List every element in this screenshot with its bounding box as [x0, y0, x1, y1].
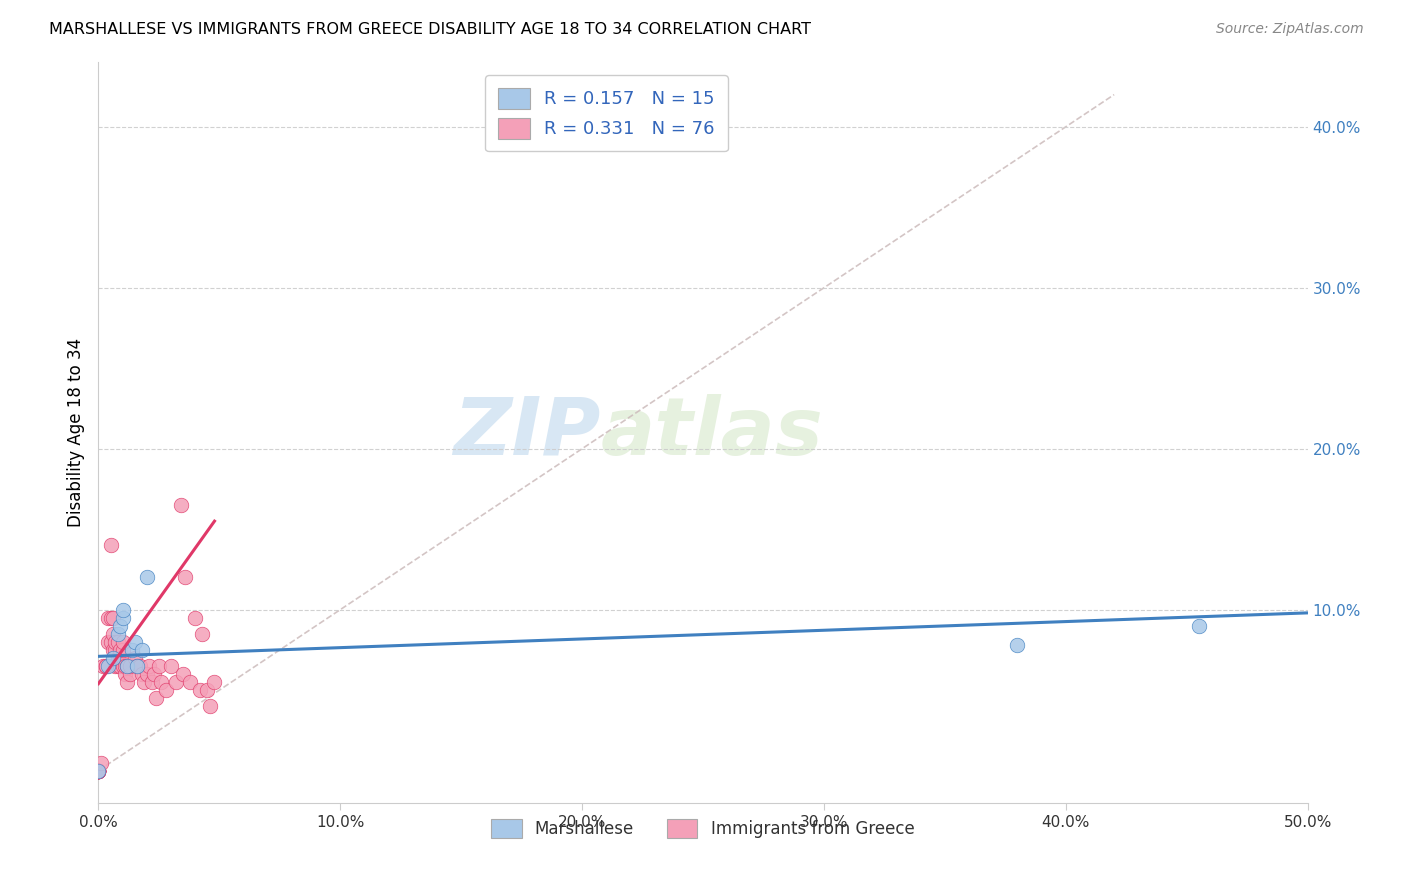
Point [101, 627, 124, 641]
Y-axis label: Disability Age 18 to 34: Disability Age 18 to 34 [66, 338, 84, 527]
Point [87, 764, 110, 778]
Point [118, 667, 141, 681]
Point [111, 659, 134, 673]
Point [97, 610, 120, 624]
Point [108, 659, 131, 673]
Point [100, 610, 122, 624]
Point [87, 764, 110, 778]
Point [111, 651, 134, 665]
Point [127, 659, 149, 673]
Point [107, 651, 129, 665]
Point [165, 675, 187, 690]
Point [104, 635, 127, 649]
Point [124, 651, 146, 665]
Legend: Marshallese, Immigrants from Greece: Marshallese, Immigrants from Greece [484, 810, 922, 847]
Point [127, 659, 149, 673]
Point [94, 659, 117, 673]
Point [101, 643, 124, 657]
Point [108, 643, 131, 657]
Point [87, 764, 110, 778]
Text: atlas: atlas [600, 393, 823, 472]
Point [87, 764, 110, 778]
Point [87, 764, 110, 778]
Point [160, 659, 183, 673]
Text: ZIP: ZIP [453, 393, 600, 472]
Point [1188, 619, 1211, 633]
Point [100, 538, 122, 552]
Point [117, 675, 139, 690]
Point [145, 691, 167, 706]
Point [101, 651, 124, 665]
Point [111, 610, 134, 624]
Point [87, 764, 110, 778]
Point [87, 764, 110, 778]
Point [131, 667, 153, 681]
Point [87, 764, 110, 778]
Point [100, 635, 122, 649]
Point [172, 667, 194, 681]
Point [87, 764, 110, 778]
Point [108, 619, 131, 633]
Point [97, 635, 120, 649]
Point [135, 667, 157, 681]
Point [198, 699, 221, 714]
Point [87, 764, 110, 778]
Point [107, 635, 129, 649]
Point [184, 610, 207, 624]
Point [101, 610, 124, 624]
Point [104, 643, 127, 657]
Point [97, 659, 120, 673]
Point [107, 659, 129, 673]
Point [87, 764, 110, 778]
Point [118, 659, 141, 673]
Point [191, 627, 214, 641]
Point [87, 764, 110, 778]
Point [111, 635, 134, 649]
Point [148, 659, 170, 673]
Point [134, 675, 156, 690]
Point [131, 643, 153, 657]
Point [114, 659, 136, 673]
Point [111, 643, 134, 657]
Point [108, 651, 131, 665]
Point [188, 683, 211, 698]
Point [111, 602, 134, 616]
Point [87, 764, 110, 778]
Point [87, 764, 110, 778]
Point [135, 570, 157, 584]
Point [87, 764, 110, 778]
Point [138, 659, 160, 673]
Point [117, 659, 139, 673]
Point [107, 627, 129, 641]
Point [195, 683, 218, 698]
Text: MARSHALLESE VS IMMIGRANTS FROM GREECE DISABILITY AGE 18 TO 34 CORRELATION CHART: MARSHALLESE VS IMMIGRANTS FROM GREECE DI… [49, 22, 811, 37]
Point [87, 764, 110, 778]
Point [204, 675, 226, 690]
Point [90, 756, 112, 770]
Point [94, 659, 117, 673]
Point [104, 659, 127, 673]
Point [174, 570, 197, 584]
Point [1007, 638, 1029, 652]
Point [169, 498, 191, 512]
Point [117, 659, 139, 673]
Point [91, 659, 114, 673]
Point [128, 659, 150, 673]
Point [143, 667, 166, 681]
Point [87, 764, 110, 778]
Point [87, 764, 110, 778]
Point [87, 764, 110, 778]
Point [87, 764, 110, 778]
Point [114, 667, 136, 681]
Point [155, 683, 177, 698]
Point [124, 635, 146, 649]
Text: Source: ZipAtlas.com: Source: ZipAtlas.com [1216, 22, 1364, 37]
Point [150, 675, 173, 690]
Point [121, 643, 143, 657]
Point [87, 764, 110, 778]
Point [179, 675, 201, 690]
Point [141, 675, 163, 690]
